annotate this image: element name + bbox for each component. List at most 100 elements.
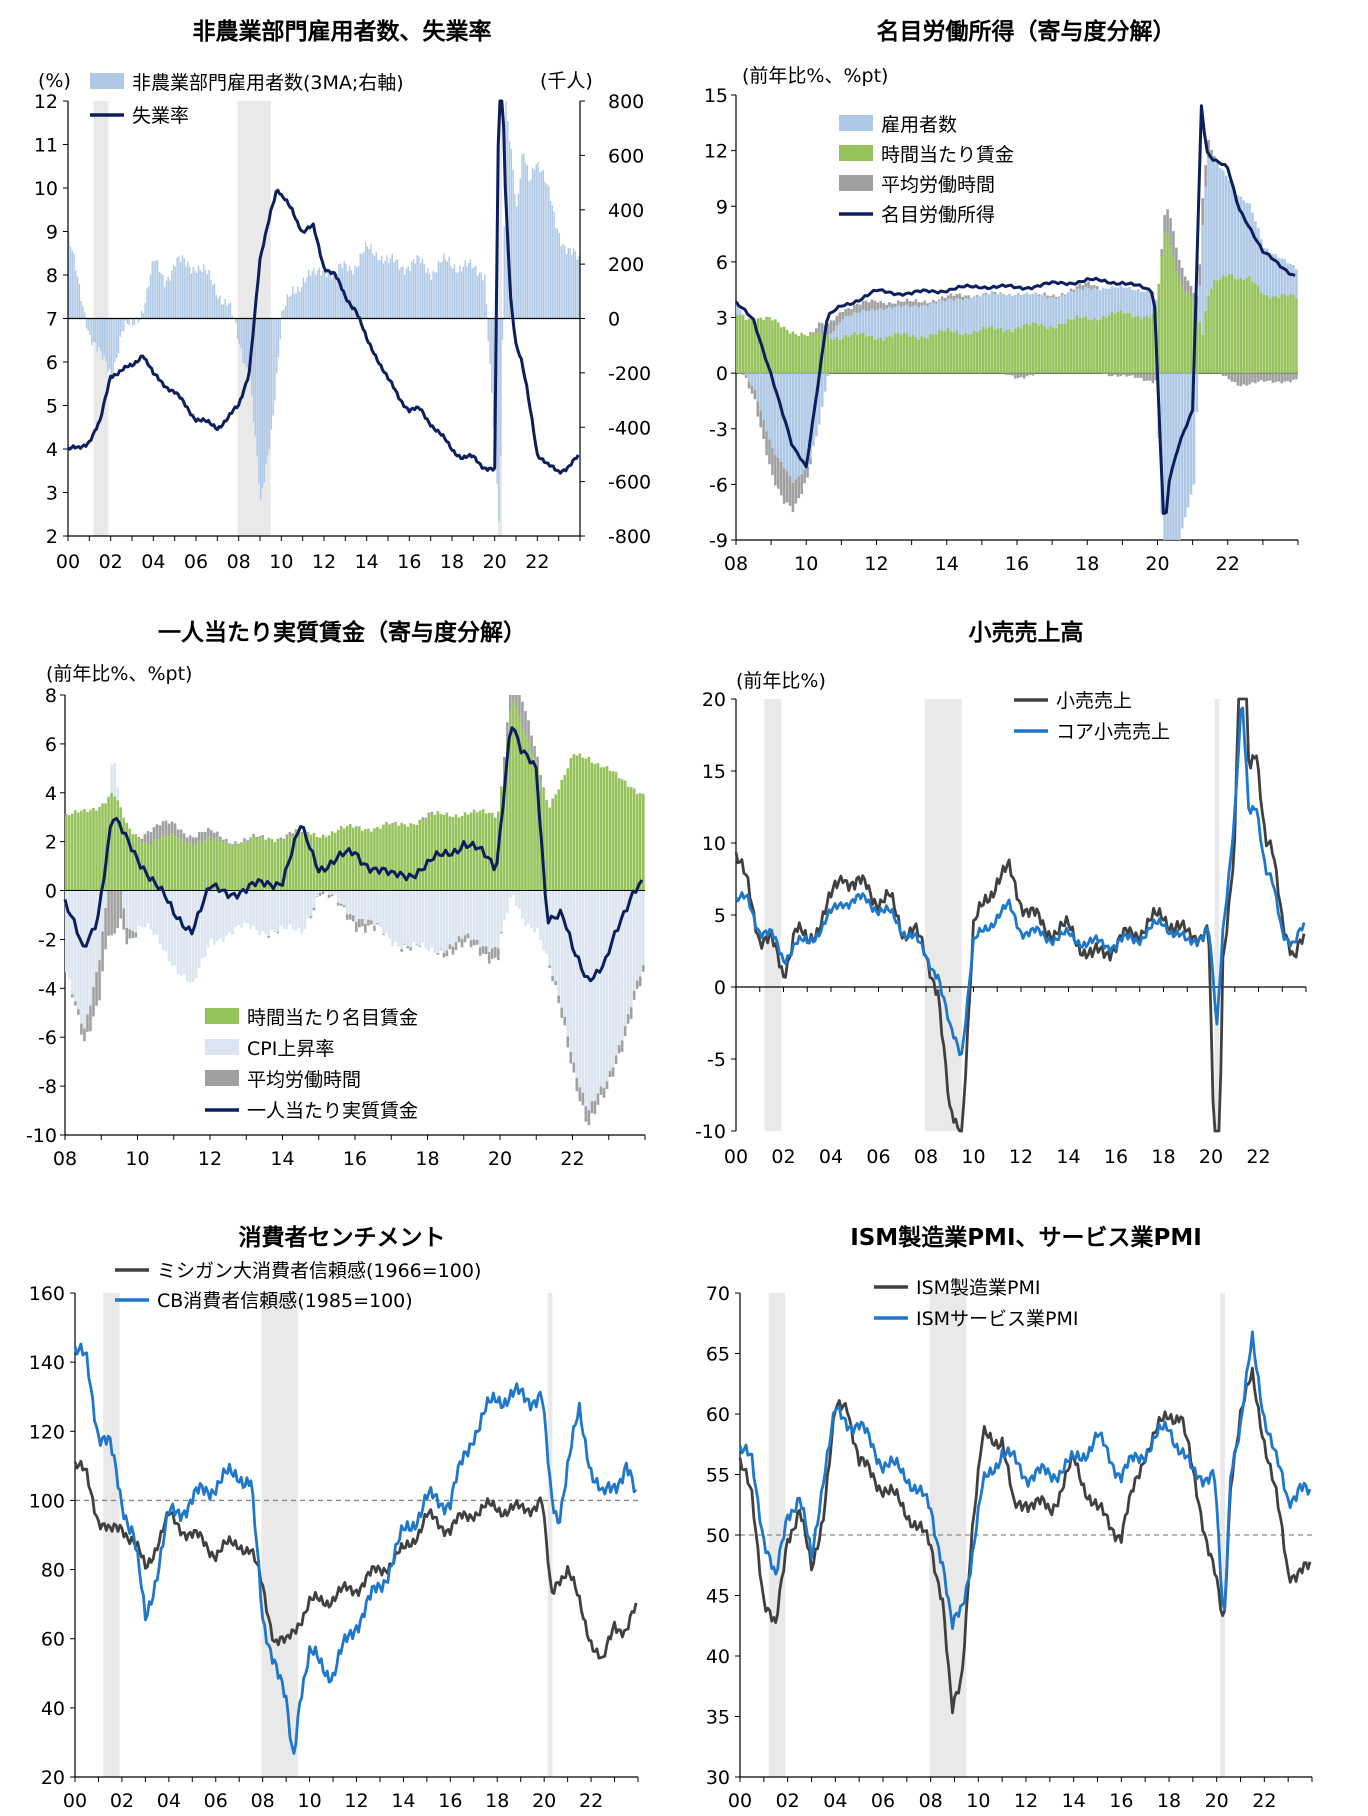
wage-bar	[785, 329, 789, 374]
hours-bar	[128, 929, 132, 939]
wage-bar	[1081, 318, 1084, 374]
y-tick-label: 0	[714, 977, 726, 999]
payroll-bar	[68, 232, 70, 319]
hours-bar	[243, 838, 246, 842]
payroll-bar	[119, 318, 121, 337]
hours-bar	[885, 304, 888, 309]
x-tick-label: 16	[343, 1148, 367, 1170]
hours-bar	[1248, 373, 1251, 385]
nominal-wage-bar	[424, 819, 428, 891]
employment-bar	[1084, 287, 1087, 317]
nominal-wage-bar	[321, 834, 325, 891]
hours-bar	[999, 292, 1003, 294]
hours-bar	[635, 980, 639, 989]
y-tick-label: 6	[45, 734, 57, 756]
employment-bar	[970, 299, 973, 334]
payroll-bar	[82, 305, 84, 319]
cpi-bar	[524, 890, 527, 926]
cpi-bar	[101, 890, 104, 932]
payroll-bar	[114, 318, 116, 363]
payroll-bar	[533, 169, 536, 319]
hours-bar	[104, 907, 107, 950]
cpi-bar	[436, 890, 440, 954]
hours-bar	[771, 448, 774, 476]
wage-bar	[856, 334, 859, 374]
payroll-bar	[228, 303, 230, 319]
wage-bar	[879, 337, 883, 374]
payroll-bar	[459, 265, 461, 319]
employment-bar	[987, 294, 991, 328]
nominal-wage-bar	[125, 822, 129, 891]
nominal-wage-bar	[518, 716, 521, 891]
nominal-wage-bar	[101, 803, 104, 891]
nominal-wage-bar	[342, 828, 346, 891]
payroll-bar	[347, 271, 349, 319]
cpi-bar	[297, 890, 301, 928]
hours-bar	[1110, 373, 1114, 377]
hours-bar	[430, 811, 434, 815]
wage-bar	[1172, 257, 1175, 374]
legend-label: 時間当たり賃金	[881, 144, 1014, 166]
y-tick-label: 4	[45, 783, 57, 805]
hours-bar	[629, 1007, 633, 1019]
y-tick-label: 11	[34, 135, 58, 157]
nominal-wage-bar	[345, 825, 349, 891]
payroll-bar	[457, 272, 459, 319]
hours-bar	[1019, 373, 1023, 378]
cpi-bar	[518, 890, 521, 909]
cpi-bar	[496, 890, 500, 949]
nominal-wage-bar	[146, 843, 150, 891]
hours-bar	[339, 903, 343, 906]
cpi-bar	[394, 890, 397, 943]
hours-bar	[1271, 373, 1275, 383]
cpi-bar	[182, 890, 186, 975]
nominal-wage-bar	[527, 742, 530, 891]
nominal-wage-bar	[484, 813, 488, 891]
cpi-bar	[342, 890, 346, 906]
hours-bar	[421, 817, 425, 820]
nominal-wage-bar	[512, 701, 515, 891]
employment-bar	[1087, 287, 1090, 320]
hours-bar	[355, 922, 358, 933]
hours-bar	[86, 1014, 89, 1032]
hours-bar	[451, 946, 455, 955]
hours-bar	[68, 815, 71, 817]
employment-bar	[879, 308, 883, 338]
nominal-wage-bar	[572, 754, 576, 891]
retail-sales-line	[734, 697, 1306, 1133]
cpi-bar	[418, 890, 422, 947]
payroll-bar	[521, 154, 523, 319]
wage-bar	[1236, 279, 1240, 374]
legend-label: 雇用者数	[881, 114, 957, 136]
payroll-bar	[281, 310, 283, 319]
nominal-wage-bar	[158, 839, 162, 891]
nominal-wage-bar	[596, 762, 600, 891]
payroll-bar	[345, 263, 347, 319]
hours-bar	[1060, 293, 1064, 295]
employment-bar	[999, 293, 1003, 328]
nominal-wage-bar	[83, 809, 86, 891]
payroll-bar	[414, 263, 417, 319]
hours-bar	[932, 299, 935, 303]
hours-bar	[463, 935, 467, 943]
payroll-bar	[116, 318, 118, 359]
y-tick-label: 20	[41, 1767, 65, 1789]
payroll-bar	[148, 286, 150, 319]
payroll-bar	[123, 318, 125, 332]
nominal-wage-bar	[560, 779, 564, 891]
hours-bar	[946, 295, 950, 299]
payroll-bar	[421, 258, 424, 319]
hours-bar	[888, 302, 891, 307]
hours-bar	[1063, 294, 1067, 296]
wage-bar	[1221, 275, 1225, 374]
nominal-wage-bar	[448, 816, 452, 891]
hours-bar	[937, 299, 941, 301]
nominal-wage-bar	[521, 728, 524, 891]
payroll-bar	[530, 179, 532, 319]
hours-bar	[219, 836, 222, 843]
payroll-bar	[180, 261, 182, 319]
payroll-bar	[309, 275, 312, 319]
hours-bar	[1292, 373, 1295, 380]
hours-bar	[599, 1086, 603, 1095]
wage-bar	[1072, 319, 1076, 374]
